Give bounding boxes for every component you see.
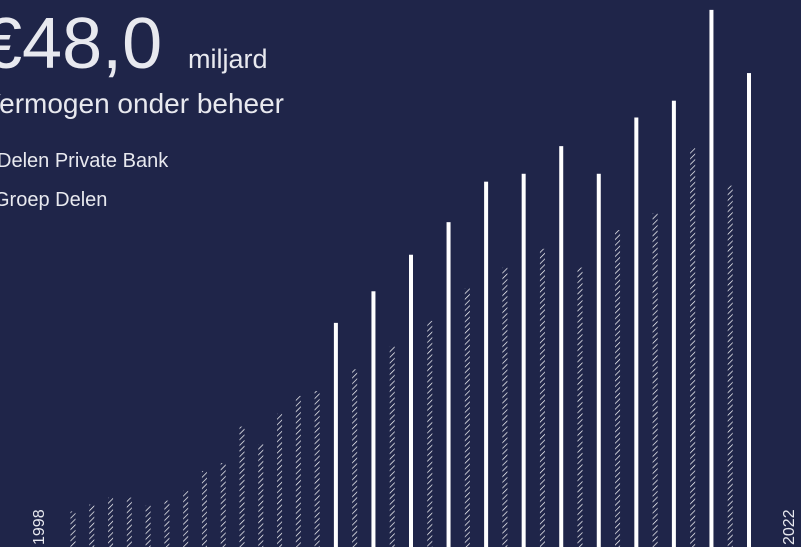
bar: [352, 369, 358, 547]
x-axis-label: 2022: [781, 509, 798, 545]
bar: [164, 500, 170, 547]
bar: [126, 497, 132, 547]
legend-label: Delen Private Bank: [0, 150, 169, 172]
bar: [314, 390, 320, 547]
bar: [747, 73, 751, 547]
bar: [539, 248, 545, 547]
bar: [634, 117, 639, 547]
legend-label: Groep Delen: [0, 189, 107, 211]
bar: [220, 463, 226, 547]
bar: [521, 173, 526, 547]
bar: [409, 254, 413, 547]
bar: [484, 181, 489, 547]
bar: [389, 346, 395, 547]
bar: [502, 267, 508, 547]
bar: [615, 230, 621, 547]
bar: [333, 322, 338, 547]
bar: [70, 511, 76, 547]
bar: [577, 267, 583, 547]
headline: €48,0: [0, 4, 162, 84]
bar: [709, 9, 714, 547]
bar: [371, 291, 376, 547]
bar: [277, 413, 283, 547]
headline-unit: miljard: [188, 44, 268, 74]
bar: [239, 426, 245, 547]
bar: [89, 504, 95, 547]
chart-title: Vermogen onder beheer: [0, 88, 284, 119]
bar: [295, 395, 301, 547]
bar: [258, 444, 264, 547]
bar: [201, 470, 207, 547]
bar: [427, 320, 433, 547]
bar: [464, 288, 470, 547]
bar: [559, 146, 564, 547]
bar: [671, 100, 676, 547]
bar: [690, 148, 696, 547]
bar: [596, 173, 601, 547]
bar: [108, 497, 114, 547]
bar: [652, 213, 658, 547]
bar: [727, 185, 733, 547]
bar: [183, 490, 189, 547]
bar: [446, 222, 451, 547]
bar: [145, 505, 151, 547]
x-axis-label: 1998: [31, 509, 48, 545]
